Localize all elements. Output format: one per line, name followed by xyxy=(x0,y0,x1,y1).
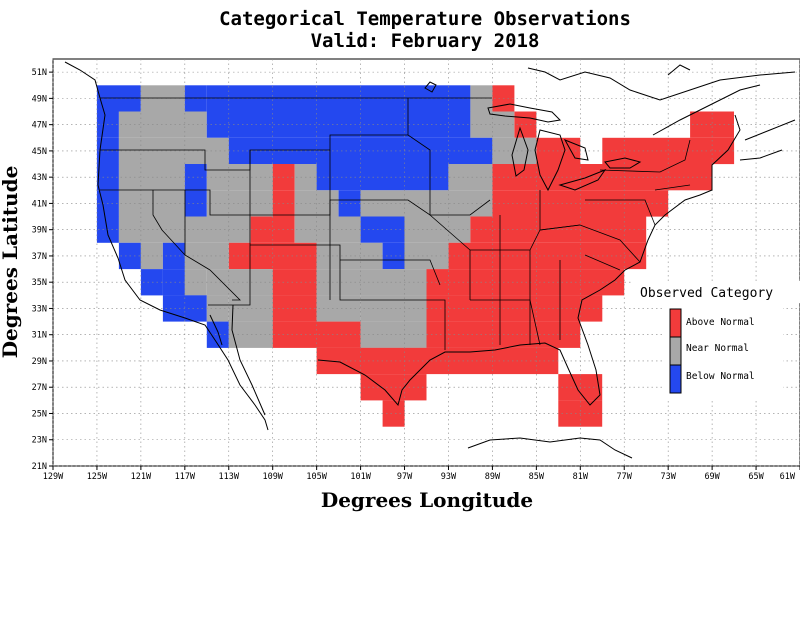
x-tick-label: 105W xyxy=(306,472,327,482)
category-cell-near xyxy=(118,137,229,165)
legend-label-near: Near Normal xyxy=(686,343,749,354)
legend-title: Observed Category xyxy=(640,286,773,301)
plot-area xyxy=(52,58,800,467)
y-tick-label: 43N xyxy=(32,173,47,183)
category-cell-near xyxy=(140,85,185,112)
category-cell-below xyxy=(228,137,493,165)
legend-swatch-near xyxy=(669,336,682,366)
category-cell-below xyxy=(382,242,405,270)
y-tick-label: 37N xyxy=(32,252,47,262)
y-tick-label: 23N xyxy=(32,436,47,446)
y-tick-label: 47N xyxy=(32,121,47,131)
category-cell-below xyxy=(338,190,361,217)
category-cell-near xyxy=(206,295,229,322)
state-boundaries xyxy=(100,97,691,350)
coastline-outline xyxy=(64,61,796,459)
category-cell-near xyxy=(206,269,273,296)
y-tick-label: 39N xyxy=(32,226,47,236)
x-tick-label: 109W xyxy=(262,472,283,482)
y-tick-label: 45N xyxy=(32,147,47,157)
x-tick-label: 77W xyxy=(617,472,633,482)
category-cell-below xyxy=(206,111,471,138)
category-cell-near xyxy=(228,295,273,322)
category-cell-near xyxy=(360,295,427,322)
x-tick-label: 101W xyxy=(350,472,371,482)
category-cell-above xyxy=(316,347,559,375)
x-tick-label: 73W xyxy=(660,472,676,482)
category-cell-above xyxy=(272,295,317,322)
y-tick-label: 35N xyxy=(32,278,47,288)
category-cell-above xyxy=(360,374,427,401)
title-line1: Categorical Temperature Observations xyxy=(219,8,631,30)
title-line2: Valid: February 2018 xyxy=(311,30,540,52)
category-cell-above xyxy=(426,269,625,296)
y-axis-title: Degrees Latitude xyxy=(0,166,22,359)
y-tick-label: 29N xyxy=(32,357,47,367)
great-lakes-outline xyxy=(487,103,642,192)
category-cell-near xyxy=(206,190,273,217)
category-cell-near xyxy=(316,269,427,296)
category-cell-below xyxy=(184,85,207,112)
category-cell-below xyxy=(140,269,163,296)
category-cell-below xyxy=(206,321,229,348)
legend-swatch-below xyxy=(669,364,682,394)
x-tick-label: 121W xyxy=(131,472,152,482)
category-cell-below xyxy=(184,190,207,217)
category-cell-near xyxy=(184,269,207,296)
legend-label-below: Below Normal xyxy=(686,371,755,382)
category-cell-below xyxy=(162,269,185,296)
category-cells xyxy=(96,85,735,427)
category-cell-near xyxy=(404,242,449,270)
category-cell-near xyxy=(360,321,427,348)
y-tick-label: 49N xyxy=(32,94,47,104)
x-tick-label: 97W xyxy=(397,472,413,482)
y-tick-label: 27N xyxy=(32,383,47,393)
category-cell-below xyxy=(206,85,471,112)
category-cell-above xyxy=(602,137,735,165)
y-tick-label: 51N xyxy=(32,68,47,78)
x-tick-label: 61W xyxy=(780,472,796,482)
y-axis-ticks: 21N 23N 25N 27N 29N 31N 33N 35N 37N 39N 41N 43N 45N 4… xyxy=(32,68,53,472)
legend-bg xyxy=(663,303,783,398)
category-cell-near xyxy=(140,242,163,270)
category-cell-near xyxy=(118,111,207,138)
x-tick-label: 93W xyxy=(441,472,457,482)
x-axis-ticks: 129W 125W 121W 117W 113W 109W 105W 101W 97W 93W 89… xyxy=(43,466,800,482)
y-tick-label: 31N xyxy=(32,331,47,341)
legend: Observed Category Above Normal Near Norm… xyxy=(632,281,800,398)
category-cell-above xyxy=(228,242,317,270)
category-cell-below xyxy=(184,164,207,191)
x-tick-label: 117W xyxy=(175,472,196,482)
legend-title-bg xyxy=(632,281,800,303)
x-tick-label: 129W xyxy=(43,472,64,482)
legend-label-above: Above Normal xyxy=(686,317,755,328)
x-tick-label: 85W xyxy=(529,472,545,482)
y-tick-label: 33N xyxy=(32,304,47,314)
legend-swatch-above xyxy=(669,308,682,338)
x-tick-label: 125W xyxy=(87,472,108,482)
y-tick-label: 41N xyxy=(32,199,47,209)
x-tick-label: 69W xyxy=(704,472,720,482)
x-tick-label: 89W xyxy=(485,472,501,482)
category-cell-near xyxy=(206,164,273,191)
category-cell-above xyxy=(272,269,317,296)
category-cell-above xyxy=(382,400,405,427)
x-tick-label: 113W xyxy=(219,472,240,482)
y-tick-label: 25N xyxy=(32,409,47,419)
x-tick-label: 81W xyxy=(573,472,589,482)
x-axis-title: Degrees Longitude xyxy=(321,488,533,512)
x-tick-label: 65W xyxy=(748,472,764,482)
y-tick-label: 21N xyxy=(32,462,47,472)
category-cell-below xyxy=(96,85,141,112)
